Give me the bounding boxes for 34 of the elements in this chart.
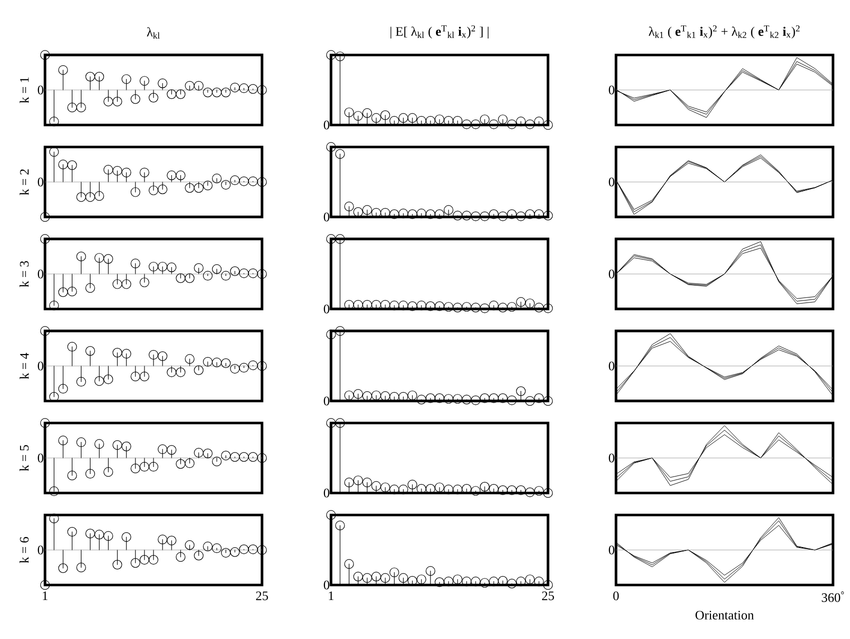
text: 0 bbox=[324, 212, 330, 222]
y-axis-title: k = 1 bbox=[20, 77, 29, 104]
text: 0 bbox=[324, 120, 330, 130]
text: 0 bbox=[324, 580, 330, 590]
chart-title: λ$_{kl}$ bbox=[146, 27, 160, 38]
ref-line-label: 0 bbox=[608, 86, 614, 94]
ref-line-label: 0 bbox=[38, 86, 44, 94]
x-tick-label: 1 bbox=[328, 592, 334, 600]
text: 0 bbox=[324, 396, 330, 406]
chart-title: | E[ λ$_{kl}$ ( e$^{T}$$_{kl}$ i$_{x}$)$^{2}$ ] | bbox=[390, 25, 488, 38]
x-tick-label: 360$^{°}$ bbox=[822, 592, 844, 602]
y-axis-title: k = 6 bbox=[20, 537, 29, 564]
y-axis-title: k = 5 bbox=[20, 445, 29, 472]
ref-line-label: 0 bbox=[608, 546, 614, 554]
y-axis-title: k = 4 bbox=[20, 352, 29, 380]
ref-line-label: 0 bbox=[608, 270, 614, 278]
ref-line-label: 0 bbox=[38, 270, 44, 278]
ref-line-label: 0 bbox=[38, 362, 44, 370]
x-tick-label: 25 bbox=[256, 592, 268, 600]
x-tick-label: 25 bbox=[542, 591, 554, 600]
text: 0 bbox=[324, 488, 330, 498]
ref-line-label: 0 bbox=[608, 362, 614, 370]
x-tick-label: 1 bbox=[42, 592, 48, 600]
x-tick-label: 0 bbox=[613, 592, 619, 600]
ref-line-label: 0 bbox=[38, 178, 44, 186]
ref-line-label: 0 bbox=[38, 454, 44, 462]
ref-line-label: 0 bbox=[38, 546, 44, 554]
ref-line-label: 0 bbox=[608, 454, 614, 462]
text: 0 bbox=[324, 304, 330, 314]
y-axis-title: k = 3 bbox=[20, 261, 29, 288]
x-axis-title: Orientation bbox=[696, 610, 754, 620]
chart-title: λ$_{k1}$ ( e$^{T}$$_{k1}$ i$_{x}$)$^{2}$ + λ$_{k2}$ ( e$^{T}$$_{k2}$ i$_{x}$)$^{2}$ bbox=[648, 25, 800, 38]
ref-line-label: 0 bbox=[608, 178, 614, 186]
y-axis-title: k = 2 bbox=[20, 169, 29, 196]
